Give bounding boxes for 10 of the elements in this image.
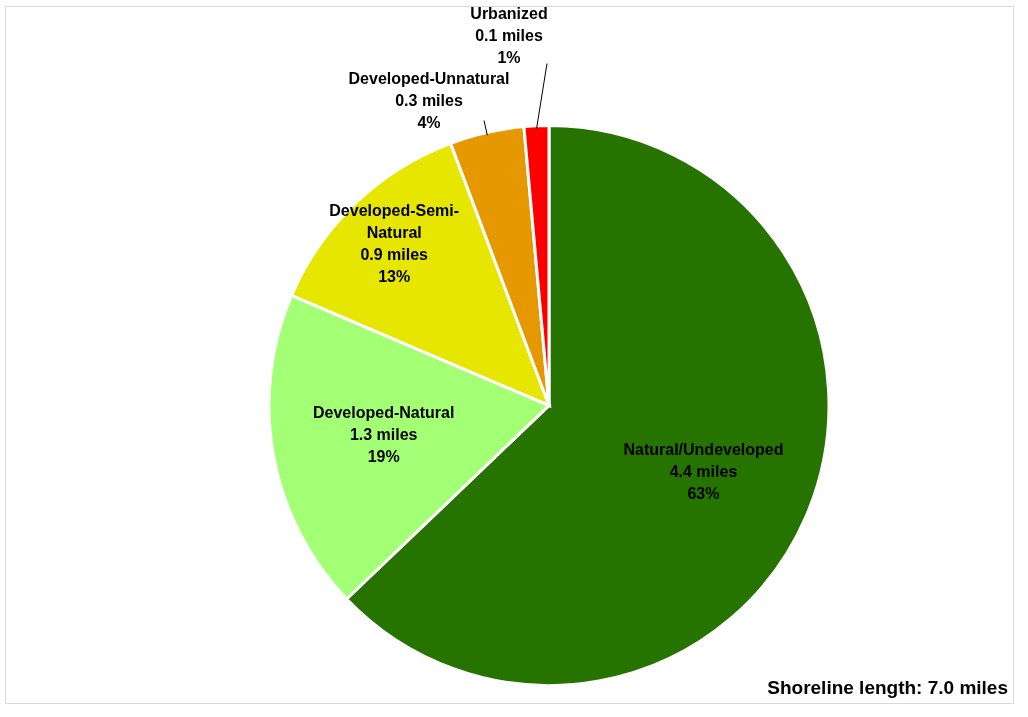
- slice-label: Developed-Unnatural: [348, 69, 510, 87]
- data-label: 4.4 miles 63%: [669, 462, 738, 502]
- slice-label: Natural/Undeveloped: [623, 440, 784, 458]
- data-label: 0.1 miles 1%: [475, 26, 543, 66]
- slice-label: Urbanized: [470, 4, 548, 22]
- data-label: 1.3 miles 19%: [349, 426, 418, 466]
- data-label: 0.9 miles 13%: [360, 245, 429, 285]
- slice-label: Developed-Natural: [313, 404, 455, 422]
- text: Shoreline length: 7.0 miles: [767, 677, 1008, 698]
- data-label: 0.3 miles 4%: [395, 91, 463, 131]
